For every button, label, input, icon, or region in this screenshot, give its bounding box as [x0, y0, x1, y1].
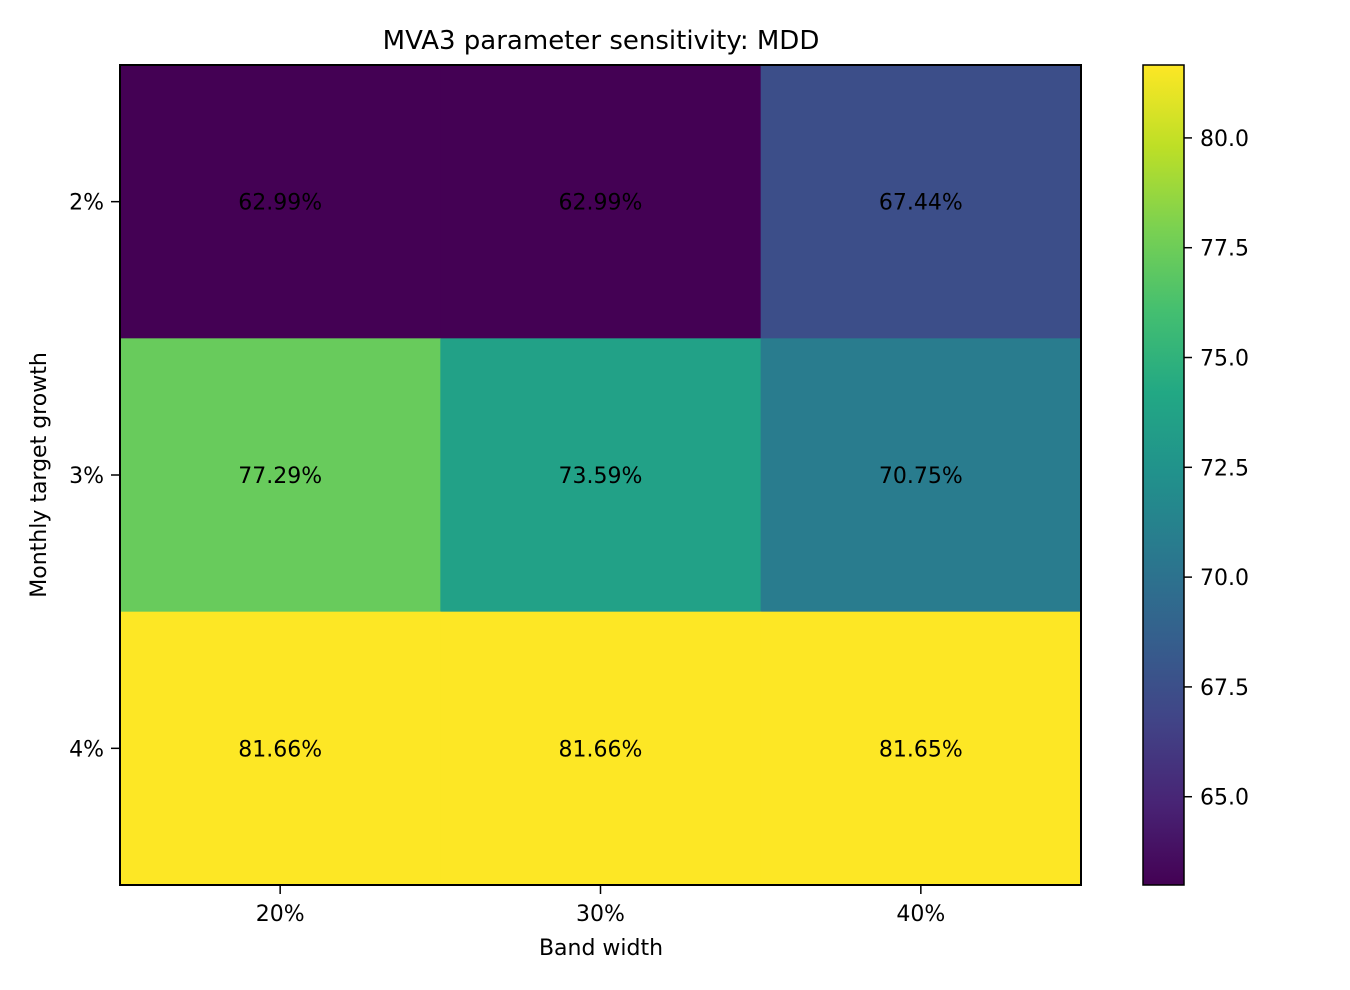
- colorbar-tick-label: 72.5: [1200, 456, 1249, 481]
- y-axis-ticks: 2% 3% 4%: [69, 191, 120, 762]
- y-axis-label: Monthly target growth: [27, 352, 52, 598]
- x-tick-label: 30%: [576, 902, 625, 927]
- colorbar: [1142, 64, 1185, 886]
- heatmap-cell: [440, 338, 762, 613]
- cell-value-label: 73.59%: [559, 464, 643, 489]
- y-tick-label: 3%: [69, 464, 104, 489]
- colorbar-tick-label: 75.0: [1200, 347, 1249, 372]
- y-tick-label: 4%: [69, 737, 104, 762]
- x-tick-label: 20%: [256, 902, 305, 927]
- colorbar-ticks: 65.0 67.5 70.0 72.5 75.0 77.5 80.0: [1184, 127, 1249, 811]
- heatmap-cell: [120, 611, 441, 886]
- colorbar-tick-label: 80.0: [1200, 127, 1249, 152]
- colorbar-tick-label: 70.0: [1200, 566, 1249, 591]
- cell-value-label: 70.75%: [879, 464, 963, 489]
- cell-value-label: 81.66%: [238, 737, 322, 762]
- heatmap-cells: [120, 65, 1082, 886]
- cell-value-label: 62.99%: [559, 191, 643, 216]
- colorbar-tick-label: 77.5: [1200, 237, 1249, 262]
- cell-value-label: 67.44%: [879, 191, 963, 216]
- heatmap-cell: [760, 338, 1082, 613]
- chart-title: MVA3 parameter sensitivity: MDD: [383, 26, 820, 56]
- cell-value-label: 81.65%: [879, 737, 963, 762]
- x-axis-ticks: 20% 30% 40%: [256, 885, 945, 927]
- cell-value-label: 62.99%: [238, 191, 322, 216]
- x-tick-label: 40%: [896, 902, 945, 927]
- colorbar-tick-label: 67.5: [1200, 676, 1249, 701]
- x-axis-label: Band width: [539, 936, 663, 961]
- cell-value-label: 81.66%: [559, 737, 643, 762]
- colorbar-tick-label: 65.0: [1200, 786, 1249, 811]
- heatmap-cell: [760, 65, 1082, 339]
- cell-value-label: 77.29%: [238, 464, 322, 489]
- heatmap-cell: [440, 65, 762, 339]
- heatmap-cell: [120, 338, 441, 613]
- heatmap-cell: [760, 611, 1082, 886]
- y-tick-label: 2%: [69, 191, 104, 216]
- heatmap-cell-labels: 62.99% 62.99% 67.44% 77.29% 73.59% 70.75% 81.6…: [238, 191, 963, 763]
- heatmap-cell: [440, 611, 762, 886]
- heatmap-cell: [120, 65, 441, 339]
